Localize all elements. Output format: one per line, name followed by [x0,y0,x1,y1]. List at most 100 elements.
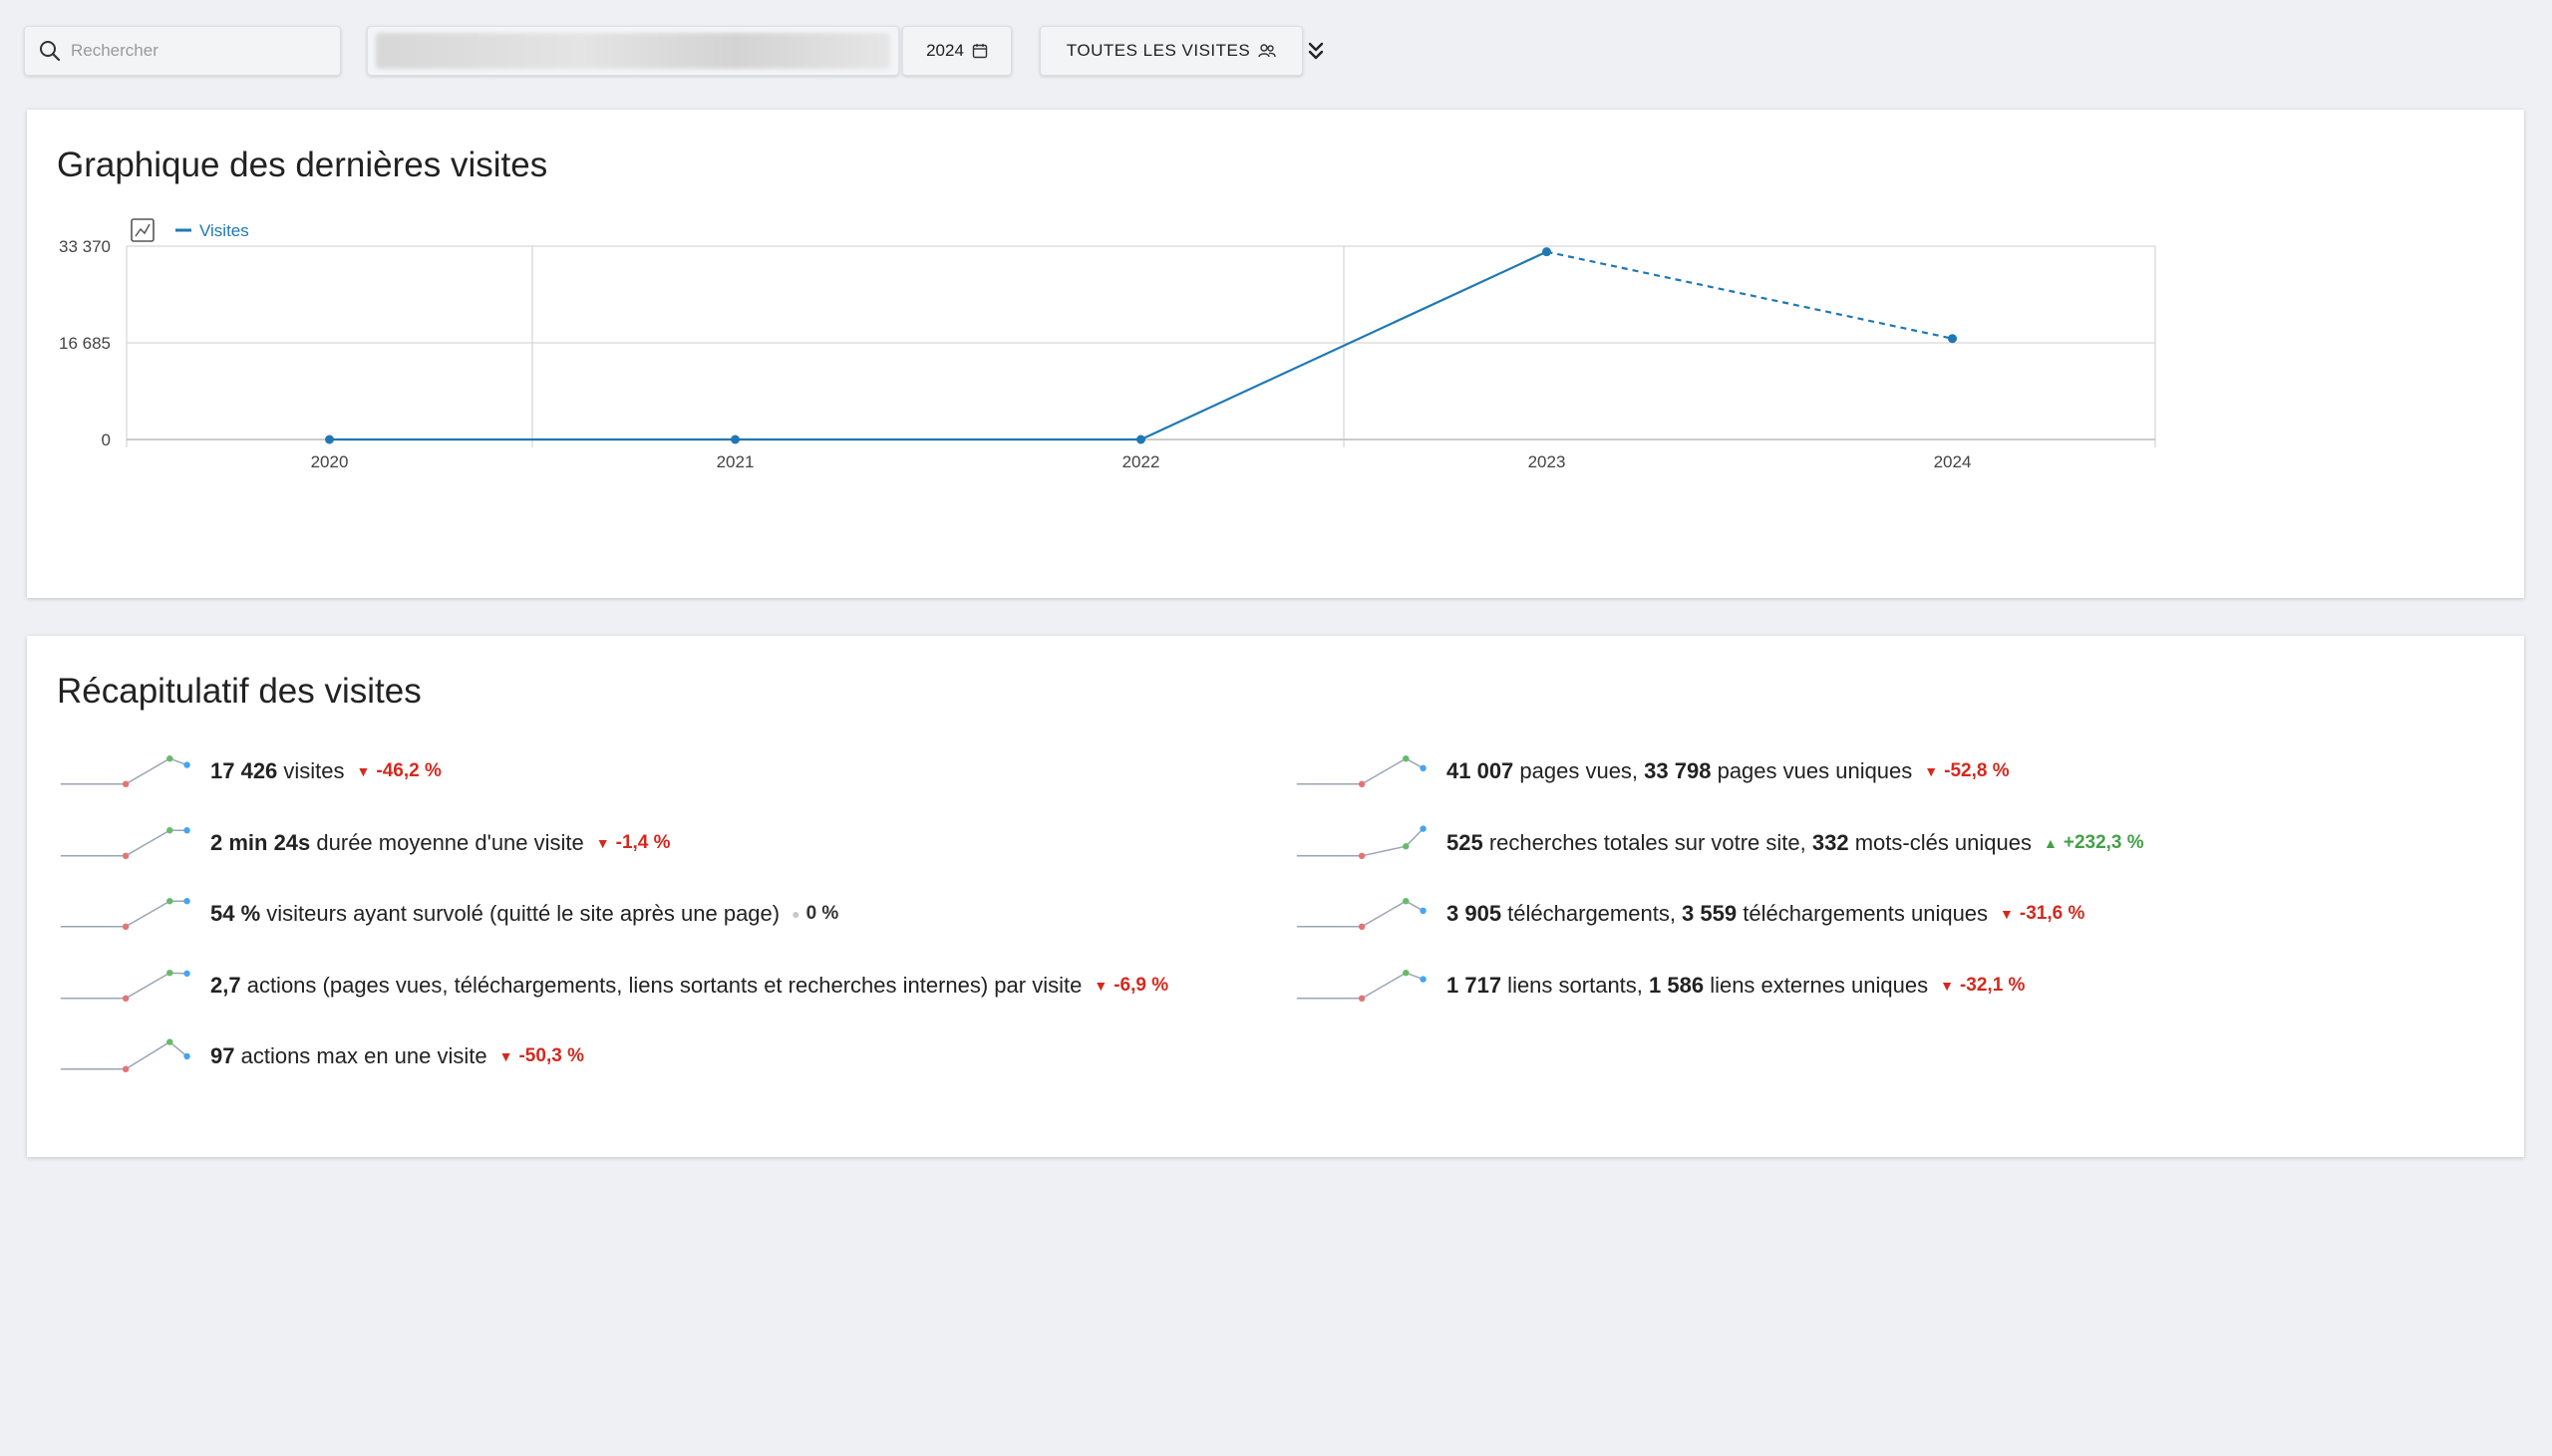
sparkline-dot [1420,824,1427,832]
sparkline-dot [183,1053,190,1060]
summary-label: liens externes uniques [1704,972,1929,998]
sparkline-dot [122,780,130,787]
summary-row: 3 905 téléchargements, 3 559 téléchargem… [1293,896,2084,932]
evolution-badge[interactable]: ▼ -31,6 % [2000,903,2084,925]
series-line-segment [1140,250,1547,440]
evolution-badge[interactable]: ▼ -52,8 % [1924,760,2009,782]
data-point [1948,334,1957,344]
visits-line-chart: Visites 0 16 685 33 370 2020 2021 2022 2023 202… [59,218,2156,471]
summary-label: visiteurs ayant survolé (quitté le site … [260,901,781,927]
sparkline-icon [60,1038,190,1073]
sparkline-path [1296,827,1425,857]
evolution-badge[interactable]: ▼ -32,1 % [1940,975,2025,997]
visits-summary-card: Récapitulatif des visites 17 426 visites… [27,636,2524,1157]
evolution-value: -31,6 % [2019,903,2085,925]
period-label: 2024 [926,41,964,60]
arrow-down-icon: ▼ [1924,763,1939,779]
summary-text: 97 actions max en une visite [210,1043,487,1069]
sparkline-dot [1403,755,1410,762]
evolution-value: -52,8 % [1944,760,2010,781]
sparkline-path [1296,757,1424,785]
summary-label: actions max en une visite [234,1043,487,1069]
summary-value: 3 559 [1682,901,1738,927]
evolution-badge[interactable]: ▼ -46,2 % [357,760,442,782]
x-tick-label: 2024 [1934,452,1972,471]
summary-text: 41 007 pages vues, 33 798 pages vues uni… [1446,758,1912,784]
summary-text: 17 426 visites [210,758,345,784]
sparkline-path [60,757,187,785]
evolution-badge[interactable]: ● 0 % [792,903,838,925]
summary-row: 1 717 liens sortants, 1 586 liens extern… [1293,968,2025,1004]
site-selector[interactable] [367,26,899,76]
evolution-value: -1,4 % [615,831,671,853]
chart-legend[interactable]: Visites [175,221,249,240]
evolution-value: +232,3 % [2063,831,2144,853]
sparkline-path [60,1041,188,1070]
arrow-down-icon: ▼ [356,763,371,779]
summary-row: 41 007 pages vues, 33 798 pages vues uni… [1293,753,2010,789]
evolution-badge[interactable]: ▼ -6,9 % [1094,975,1168,997]
sparkline-dot [1358,923,1366,931]
summary-row: 2,7 actions (pages vues, téléchargements… [57,968,1168,1004]
legend-series-label: Visites [199,221,249,240]
sparkline-icon [60,755,190,787]
sparkline-dot [1358,780,1366,787]
sparkline-dot [1420,764,1427,771]
summary-value: 17 426 [210,758,278,783]
evolution-badge[interactable]: ▲ +232,3 % [2044,832,2144,854]
evolution-value: -6,9 % [1114,974,1169,996]
sparkline-path [60,829,187,857]
arrow-down-icon: ▼ [1940,977,1954,994]
summary-label: actions (pages vues, téléchargements, li… [240,972,1083,998]
series-line-segment [1546,250,1953,340]
search-icon [40,41,61,62]
summary-value: 2 min 24s [210,829,311,855]
summary-label: recherches totales sur votre site, [1482,829,1812,855]
sparkline-dot [1420,907,1427,915]
summary-row: 2 min 24s durée moyenne d'une visite ▼ -1,… [57,825,671,861]
summary-text: 2 min 24s durée moyenne d'une visite [210,830,584,856]
summary-text: 3 905 téléchargements, 3 559 téléchargem… [1446,901,1988,927]
segment-selector[interactable]: TOUTES LES VISITES [1040,26,1303,76]
summary-value: 2,7 [210,972,241,998]
sparkline-dot [166,826,173,833]
search-box[interactable] [24,26,341,76]
x-tick-label: 2020 [311,452,349,471]
data-point [1136,435,1145,444]
period-selector[interactable]: 2024 [902,26,1012,76]
summary-label: visites [277,758,345,783]
y-tick-label: 33 370 [59,237,111,256]
sparkline-icon [1296,755,1427,787]
expand-filters-button[interactable] [1301,34,1331,68]
sparkline-dot [1403,969,1410,977]
data-point [325,435,334,444]
chart-type-icon[interactable] [131,218,155,242]
chart-card-title: Graphique des dernières visites [57,146,548,184]
evolution-value: 0 % [805,903,839,925]
sparkline-dot [1420,976,1427,983]
calendar-icon [972,44,988,59]
summary-value: 1 586 [1649,972,1705,998]
sparkline-dot [183,970,190,977]
sparkline-path [1296,972,1424,1000]
summary-label: pages vues uniques [1711,758,1913,783]
sparkline-dot [166,969,173,977]
evolution-badge[interactable]: ▼ -50,3 % [499,1045,584,1067]
toolbar: 2024 TOUTES LES VISITES [24,26,2536,78]
summary-text: 1 717 liens sortants, 1 586 liens extern… [1446,973,1928,999]
summary-value: 41 007 [1446,758,1514,783]
summary-value: 332 [1811,829,1849,855]
x-tick-label: 2022 [1122,452,1160,471]
summary-label: mots-clés uniques [1848,829,2032,855]
sparkline-icon [1296,898,1427,931]
sparkline-dot [1358,995,1366,1002]
data-point [1542,247,1551,257]
sparkline-path [1296,900,1424,928]
summary-value: 3 905 [1446,901,1502,927]
evolution-badge[interactable]: ▼ -1,4 % [596,832,671,854]
sparkline-dot [183,761,190,768]
summary-label: durée moyenne d'une visite [310,829,584,855]
data-point [731,435,740,444]
search-input[interactable] [69,40,332,62]
sparkline-icon [60,969,190,1002]
